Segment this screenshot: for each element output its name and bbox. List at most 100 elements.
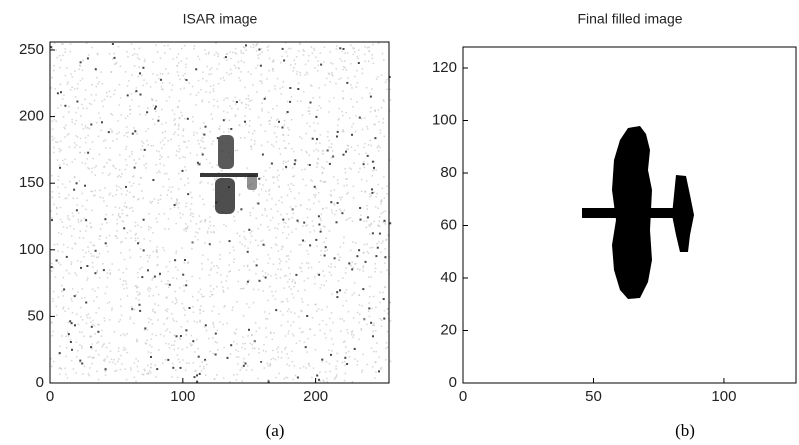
speckle: [189, 152, 192, 154]
speckle: [365, 87, 368, 89]
speckle: [325, 323, 328, 326]
speckle: [74, 158, 76, 161]
speckle: [325, 237, 327, 239]
speckle: [67, 217, 69, 220]
speckle: [202, 71, 204, 73]
speckle: [199, 195, 201, 197]
speckle: [315, 142, 317, 145]
speckle: [302, 54, 305, 56]
speckle: [120, 305, 122, 307]
speckle: [270, 208, 272, 210]
speckle: [117, 350, 120, 352]
speckle: [164, 309, 167, 311]
speckle: [183, 44, 186, 47]
speckle: [374, 109, 376, 111]
speckle: [229, 252, 231, 254]
speckle: [365, 152, 367, 154]
speckle: [212, 140, 214, 142]
speckle: [326, 306, 328, 308]
speckle: [65, 335, 67, 338]
speckle: [286, 310, 289, 313]
speckle: [72, 288, 74, 290]
speckle: [379, 132, 382, 134]
speckle: [303, 50, 305, 52]
speckle: [98, 307, 100, 309]
speckle: [330, 146, 332, 149]
speckle: [180, 326, 183, 328]
speckle: [172, 277, 174, 279]
speckle: [165, 68, 167, 70]
speckle: [199, 319, 201, 322]
speckle: [313, 129, 316, 132]
speckle: [135, 380, 137, 383]
speckle: [88, 374, 90, 377]
speckle: [109, 273, 111, 275]
speckle: [124, 348, 127, 350]
speckle: [129, 113, 131, 115]
speckle: [108, 193, 110, 196]
speckle: [218, 127, 220, 130]
speckle: [149, 240, 152, 242]
speckle: [172, 58, 174, 60]
speckle: [214, 353, 217, 356]
speckle: [371, 307, 373, 310]
speckle: [156, 150, 158, 152]
speckle: [211, 183, 213, 185]
speckle: [167, 270, 169, 273]
speckle: [190, 203, 193, 205]
speckle: [370, 194, 373, 197]
speckle: [163, 249, 165, 252]
speckle: [344, 340, 346, 343]
speckle: [176, 269, 179, 271]
speckle: [116, 230, 118, 232]
speckle: [289, 87, 292, 89]
speckle: [126, 85, 129, 87]
speckle: [74, 242, 76, 245]
speckle: [359, 313, 361, 316]
speckle: [376, 242, 378, 245]
speckle: [264, 130, 266, 132]
speckle: [137, 276, 139, 279]
speckle: [351, 220, 354, 222]
speckle: [209, 68, 211, 71]
speckle: [367, 163, 369, 165]
speckle: [285, 167, 287, 170]
speckle: [321, 319, 324, 322]
speckle: [94, 272, 97, 275]
speckle: [105, 346, 108, 349]
speckle: [219, 125, 221, 128]
speckle: [204, 324, 207, 327]
speckle: [371, 54, 373, 56]
speckle: [160, 85, 163, 88]
speckle: [298, 192, 300, 194]
speckle: [114, 63, 116, 65]
speckle: [280, 213, 282, 216]
speckle: [331, 211, 333, 214]
speckle: [260, 240, 262, 242]
speckle: [91, 288, 94, 290]
speckle: [228, 240, 231, 243]
speckle: [105, 213, 107, 216]
speckle: [338, 107, 340, 110]
speckle: [167, 283, 169, 285]
speckle: [178, 125, 180, 127]
speckle: [144, 342, 147, 344]
speckle: [179, 148, 181, 150]
speckle: [292, 378, 294, 381]
speckle: [113, 52, 115, 55]
speckle: [91, 141, 94, 143]
speckle: [309, 231, 312, 233]
speckle: [108, 234, 111, 237]
speckle: [363, 146, 365, 149]
speckle: [196, 132, 198, 134]
speckle: [179, 287, 181, 289]
speckle: [192, 340, 195, 343]
speckle: [139, 93, 142, 96]
speckle: [95, 350, 97, 352]
speckle: [292, 333, 294, 335]
speckle: [67, 246, 69, 249]
speckle: [322, 150, 324, 153]
speckle: [347, 218, 349, 220]
speckle: [287, 218, 290, 221]
speckle: [347, 77, 349, 79]
